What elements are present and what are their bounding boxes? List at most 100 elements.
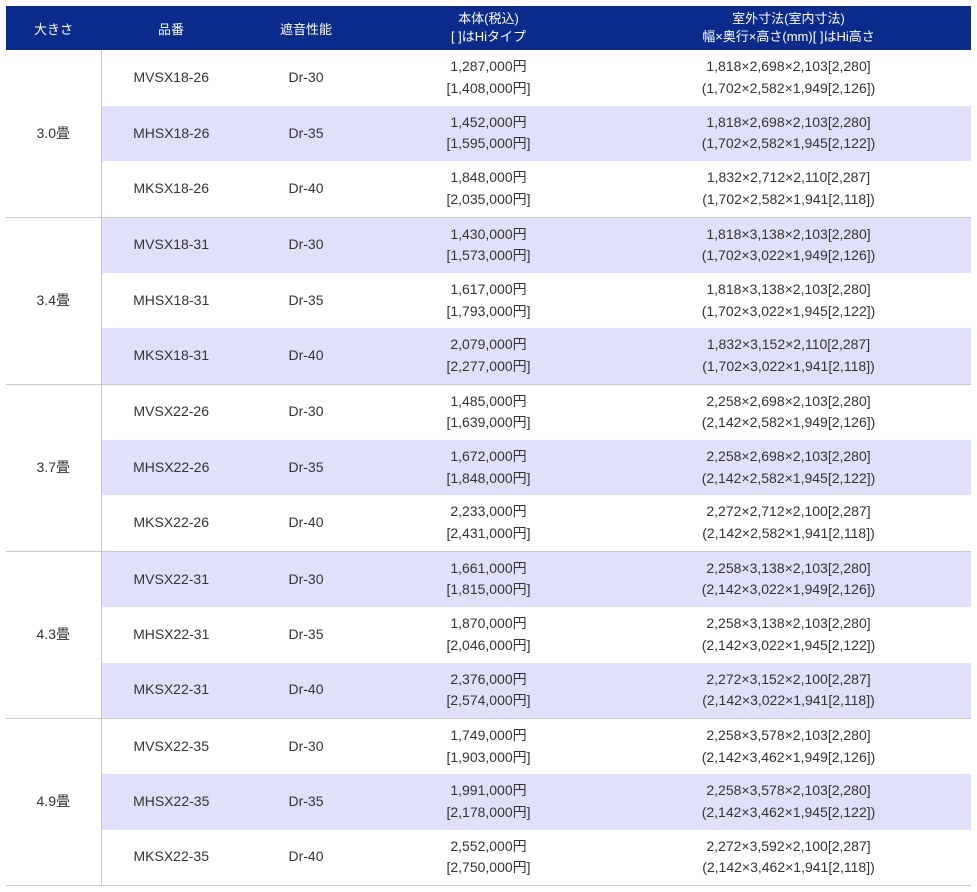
- dimension-cell: 2,258×2,698×2,103[2,280](2,142×2,582×1,9…: [606, 384, 971, 440]
- perf-cell: Dr-30: [241, 384, 371, 440]
- dim-inner: (1,702×3,022×1,949[2,126]): [610, 245, 967, 267]
- perf-cell: Dr-40: [241, 161, 371, 217]
- dim-outer: 2,258×3,138×2,103[2,280]: [610, 613, 967, 635]
- price-main: 2,376,000円: [375, 669, 602, 691]
- dim-inner: (2,142×3,022×1,949[2,126]): [610, 579, 967, 601]
- price-hi: [1,595,000円]: [375, 133, 602, 155]
- table-row: MHSX18-26Dr-351,452,000円[1,595,000円]1,81…: [6, 106, 971, 161]
- size-cell: 3.0畳: [6, 50, 101, 217]
- price-hi: [2,574,000円]: [375, 690, 602, 712]
- dim-inner: (1,702×3,022×1,941[2,118]): [610, 356, 967, 378]
- price-hi: [1,408,000円]: [375, 78, 602, 100]
- price-main: 2,233,000円: [375, 501, 602, 523]
- dimension-cell: 1,832×3,152×2,110[2,287](1,702×3,022×1,9…: [606, 328, 971, 384]
- price-hi: [1,573,000円]: [375, 245, 602, 267]
- table-row: MKSX22-35Dr-402,552,000円[2,750,000円]2,27…: [6, 830, 971, 886]
- dim-outer: 1,818×2,698×2,103[2,280]: [610, 112, 967, 134]
- perf-cell: Dr-30: [241, 50, 371, 105]
- perf-cell: Dr-40: [241, 830, 371, 886]
- dim-inner: (2,142×3,022×1,941[2,118]): [610, 690, 967, 712]
- dimension-cell: 2,272×3,152×2,100[2,287](2,142×3,022×1,9…: [606, 663, 971, 719]
- model-cell: MKSX18-26: [101, 161, 241, 217]
- dim-inner: (2,142×3,462×1,949[2,126]): [610, 747, 967, 769]
- price-cell: 1,452,000円[1,595,000円]: [371, 106, 606, 161]
- size-cell: 3.4畳: [6, 217, 101, 384]
- price-main: 1,617,000円: [375, 279, 602, 301]
- price-cell: 1,485,000円[1,639,000円]: [371, 384, 606, 440]
- table-header: 大きさ 品番 遮音性能 本体(税込) [ ]はHiタイプ 室外寸法(室内寸法) …: [6, 6, 971, 50]
- perf-cell: Dr-35: [241, 774, 371, 829]
- dim-outer: 2,272×2,712×2,100[2,287]: [610, 501, 967, 523]
- price-main: 1,287,000円: [375, 56, 602, 78]
- header-price-line2: [ ]はHiタイプ: [375, 28, 602, 46]
- dim-inner: (1,702×2,582×1,949[2,126]): [610, 78, 967, 100]
- price-hi: [1,848,000円]: [375, 468, 602, 490]
- price-hi: [2,178,000円]: [375, 802, 602, 824]
- perf-cell: Dr-35: [241, 106, 371, 161]
- price-cell: 1,749,000円[1,903,000円]: [371, 718, 606, 774]
- price-cell: 1,848,000円[2,035,000円]: [371, 161, 606, 217]
- price-hi: [2,035,000円]: [375, 189, 602, 211]
- price-main: 1,452,000円: [375, 112, 602, 134]
- table-row: MKSX22-31Dr-402,376,000円[2,574,000円]2,27…: [6, 663, 971, 719]
- perf-cell: Dr-35: [241, 440, 371, 495]
- dimension-cell: 2,258×3,138×2,103[2,280](2,142×3,022×1,9…: [606, 551, 971, 607]
- spec-table: 大きさ 品番 遮音性能 本体(税込) [ ]はHiタイプ 室外寸法(室内寸法) …: [6, 6, 971, 886]
- table-row: MKSX18-31Dr-402,079,000円[2,277,000円]1,83…: [6, 328, 971, 384]
- perf-cell: Dr-30: [241, 217, 371, 273]
- perf-cell: Dr-40: [241, 495, 371, 551]
- dimension-cell: 1,818×2,698×2,103[2,280](1,702×2,582×1,9…: [606, 106, 971, 161]
- table-row: 4.3畳MVSX22-31Dr-301,661,000円[1,815,000円]…: [6, 551, 971, 607]
- price-hi: [2,431,000円]: [375, 523, 602, 545]
- price-cell: 1,287,000円[1,408,000円]: [371, 50, 606, 105]
- price-cell: 1,617,000円[1,793,000円]: [371, 273, 606, 328]
- header-model: 品番: [101, 6, 241, 50]
- price-hi: [2,277,000円]: [375, 356, 602, 378]
- price-hi: [1,793,000円]: [375, 301, 602, 323]
- header-perf: 遮音性能: [241, 6, 371, 50]
- price-main: 1,749,000円: [375, 725, 602, 747]
- model-cell: MKSX22-26: [101, 495, 241, 551]
- perf-cell: Dr-40: [241, 663, 371, 719]
- model-cell: MVSX18-26: [101, 50, 241, 105]
- dim-outer: 2,258×3,138×2,103[2,280]: [610, 558, 967, 580]
- price-cell: 1,991,000円[2,178,000円]: [371, 774, 606, 829]
- price-main: 1,848,000円: [375, 167, 602, 189]
- dimension-cell: 1,818×3,138×2,103[2,280](1,702×3,022×1,9…: [606, 273, 971, 328]
- table-row: MHSX22-35Dr-351,991,000円[2,178,000円]2,25…: [6, 774, 971, 829]
- table-row: MKSX22-26Dr-402,233,000円[2,431,000円]2,27…: [6, 495, 971, 551]
- dim-outer: 1,818×2,698×2,103[2,280]: [610, 56, 967, 78]
- dim-outer: 2,272×3,592×2,100[2,287]: [610, 836, 967, 858]
- price-cell: 1,870,000円[2,046,000円]: [371, 607, 606, 662]
- price-main: 1,672,000円: [375, 446, 602, 468]
- price-cell: 2,233,000円[2,431,000円]: [371, 495, 606, 551]
- header-price-line1: 本体(税込): [375, 10, 602, 28]
- perf-cell: Dr-40: [241, 328, 371, 384]
- dim-inner: (2,142×2,582×1,945[2,122]): [610, 468, 967, 490]
- dim-outer: 2,258×3,578×2,103[2,280]: [610, 725, 967, 747]
- dim-inner: (2,142×3,022×1,945[2,122]): [610, 635, 967, 657]
- model-cell: MKSX22-31: [101, 663, 241, 719]
- dimension-cell: 1,818×3,138×2,103[2,280](1,702×3,022×1,9…: [606, 217, 971, 273]
- perf-cell: Dr-30: [241, 551, 371, 607]
- dim-inner: (2,142×2,582×1,949[2,126]): [610, 412, 967, 434]
- header-dim-line1: 室外寸法(室内寸法): [610, 10, 967, 28]
- price-cell: 1,672,000円[1,848,000円]: [371, 440, 606, 495]
- table-row: MHSX22-26Dr-351,672,000円[1,848,000円]2,25…: [6, 440, 971, 495]
- perf-cell: Dr-35: [241, 273, 371, 328]
- dimension-cell: 2,272×3,592×2,100[2,287](2,142×3,462×1,9…: [606, 830, 971, 886]
- price-hi: [2,750,000円]: [375, 857, 602, 879]
- size-cell: 4.9畳: [6, 718, 101, 885]
- model-cell: MVSX18-31: [101, 217, 241, 273]
- table-body: 3.0畳MVSX18-26Dr-301,287,000円[1,408,000円]…: [6, 50, 971, 885]
- dim-inner: (1,702×2,582×1,941[2,118]): [610, 189, 967, 211]
- model-cell: MVSX22-31: [101, 551, 241, 607]
- size-cell: 4.3畳: [6, 551, 101, 718]
- price-cell: 1,430,000円[1,573,000円]: [371, 217, 606, 273]
- model-cell: MKSX18-31: [101, 328, 241, 384]
- dim-outer: 1,818×3,138×2,103[2,280]: [610, 224, 967, 246]
- model-cell: MHSX22-35: [101, 774, 241, 829]
- price-main: 1,870,000円: [375, 613, 602, 635]
- dimension-cell: 1,832×2,712×2,110[2,287](1,702×2,582×1,9…: [606, 161, 971, 217]
- table-row: 3.0畳MVSX18-26Dr-301,287,000円[1,408,000円]…: [6, 50, 971, 105]
